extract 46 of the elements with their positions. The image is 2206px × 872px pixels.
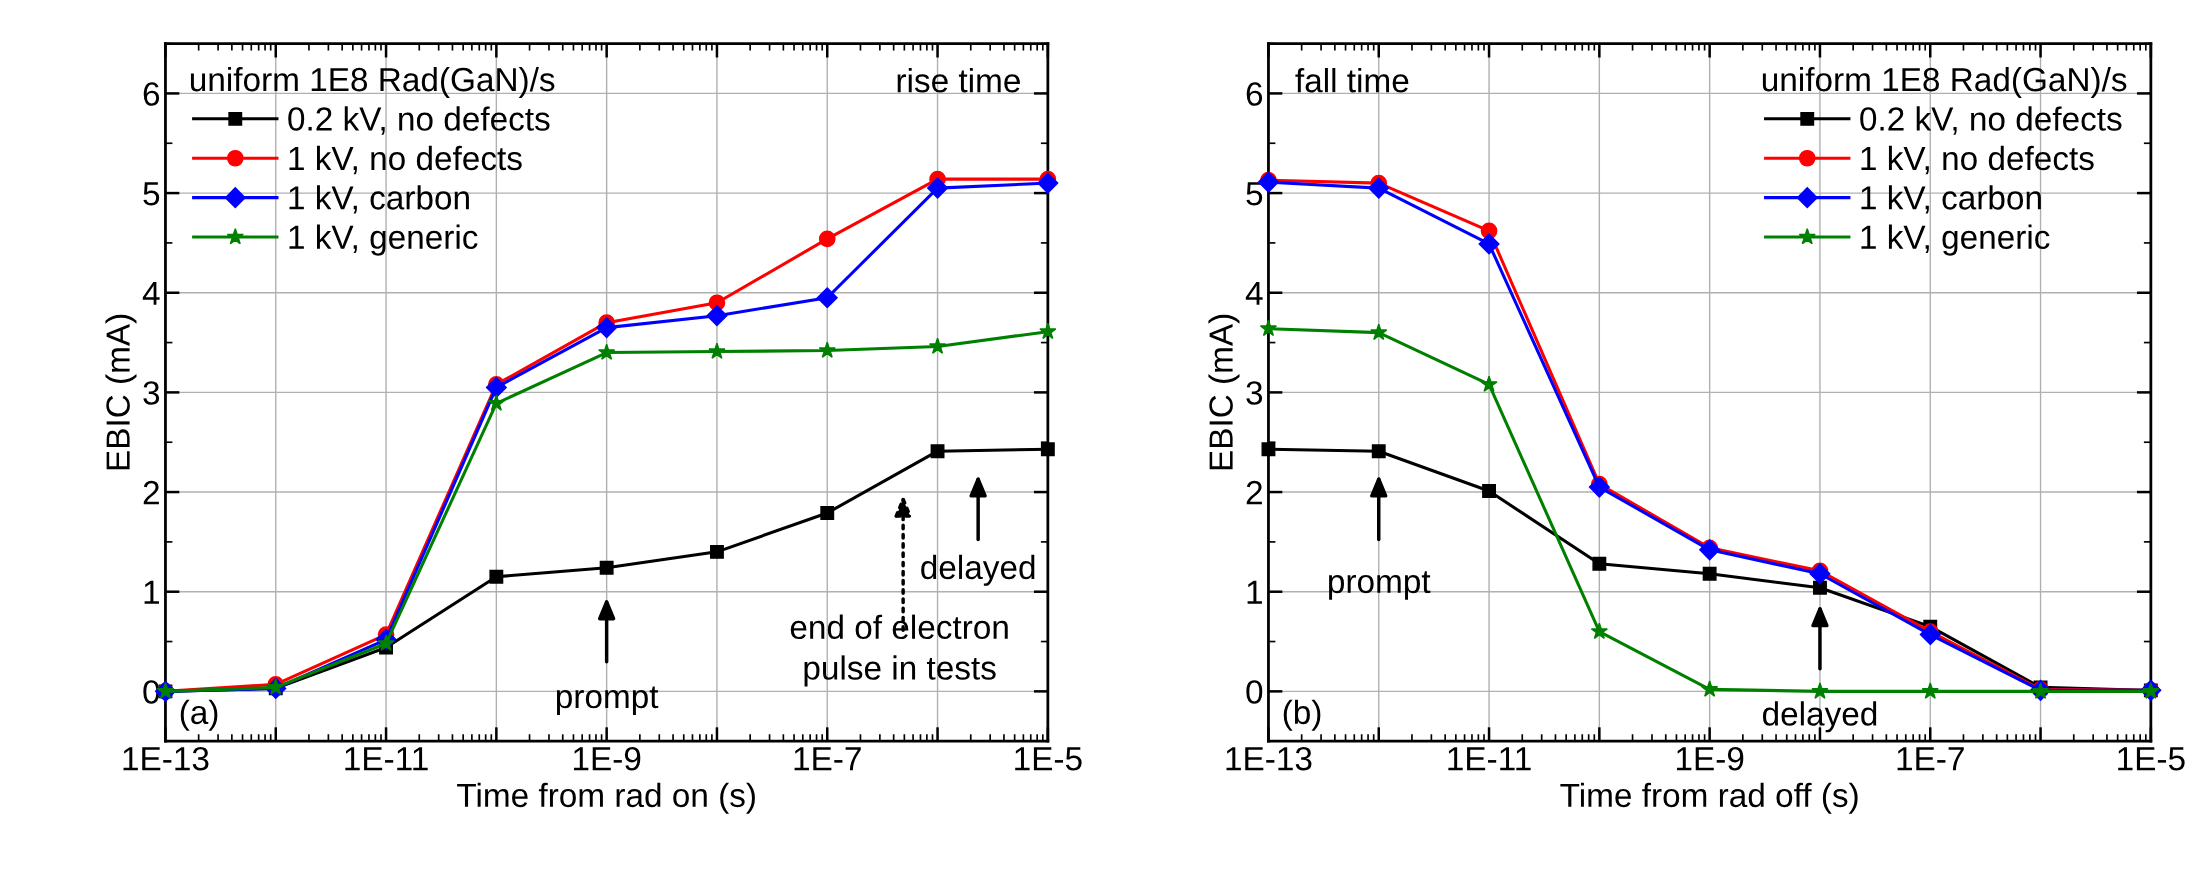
annotation: fall time: [1295, 68, 1409, 93]
annotation: delayed: [921, 554, 1035, 586]
legend-label: 0.2 kV, no defects: [1860, 106, 2122, 135]
x-tick-label: 1E-5: [1015, 747, 1082, 771]
y-tick-label: 3: [1246, 381, 1263, 405]
legend-label: 1 kV, no defects: [1861, 145, 2094, 175]
y-tick-label: 5: [143, 182, 160, 206]
legend-label: 1 kV, carbon: [1861, 185, 2041, 214]
legend-title: uniform 1E8 Rad(GaN)/s: [190, 66, 555, 98]
y-tick-label: 6: [143, 82, 160, 106]
y-tick-label: 4: [1245, 281, 1263, 305]
x-tick-label: 1E-9: [1676, 746, 1744, 771]
x-tick-label: 1E-13: [1226, 746, 1312, 771]
y-tick-label: 1: [1247, 580, 1262, 604]
y-tick-label: 0: [1246, 680, 1263, 704]
x-tick-label: 1E-5: [2118, 747, 2185, 771]
annotation: rise time: [897, 68, 1020, 93]
legend-label: 1 kV, carbon: [289, 185, 469, 214]
legend-label: 1 kV, generic: [289, 224, 478, 256]
annotation: end of electron pulse in tests: [790, 614, 1008, 687]
x-tick-label: 1E-7: [794, 747, 861, 771]
x-tick-label: 1E-13: [123, 746, 209, 771]
y-tick-label: 2: [143, 480, 159, 505]
legend-label: 1 kV, no defects: [289, 145, 522, 175]
y-tick-label: 4: [142, 281, 160, 305]
annotation: delayed: [1762, 701, 1877, 733]
y-tick-label: 6: [1246, 82, 1263, 106]
y-axis-title: EBIC (mA): [1208, 314, 1240, 470]
legend-title: uniform 1E8 Rad(GaN)/s: [1762, 66, 2127, 98]
x-tick-label: 1E-11: [1448, 747, 1531, 771]
annotation: (b): [1283, 699, 1321, 731]
legend-label: 1 kV, generic: [1861, 224, 2050, 256]
y-tick-label: 2: [1246, 480, 1262, 505]
x-axis-title: Time from rad on (s): [457, 782, 755, 814]
y-tick-label: 1: [144, 580, 159, 604]
x-tick-label: 1E-11: [345, 747, 428, 771]
legend-label: 0.2 kV, no defects: [288, 106, 550, 135]
annotation: prompt: [1329, 571, 1431, 600]
annotation: prompt: [556, 686, 659, 715]
y-tick-label: 5: [1246, 182, 1263, 206]
annotation: (a): [180, 699, 218, 731]
x-axis-title: Time from rad off (s): [1560, 782, 1858, 814]
x-tick-label: 1E-9: [573, 746, 641, 771]
y-axis-title: EBIC (mA): [105, 314, 137, 470]
y-tick-label: 3: [143, 381, 160, 405]
x-tick-label: 1E-7: [1897, 747, 1964, 771]
